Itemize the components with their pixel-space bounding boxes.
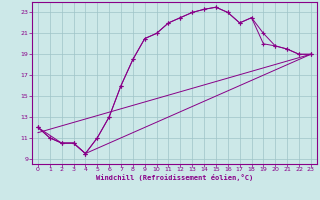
X-axis label: Windchill (Refroidissement éolien,°C): Windchill (Refroidissement éolien,°C) [96, 174, 253, 181]
